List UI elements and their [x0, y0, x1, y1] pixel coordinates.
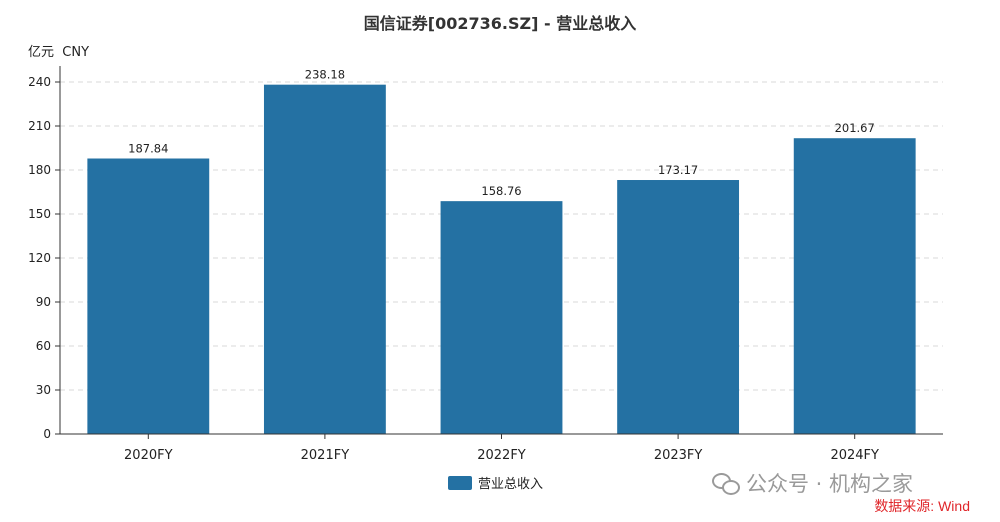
- bar: [440, 201, 563, 434]
- legend-swatch: [448, 476, 472, 490]
- legend: 营业总收入: [448, 476, 543, 492]
- x-tick-label: 2020FY: [124, 448, 173, 463]
- bar: [263, 84, 386, 434]
- data-label: 158.76: [481, 184, 521, 198]
- y-tick-label: 150: [28, 207, 51, 221]
- y-tick-label: 120: [28, 251, 51, 265]
- y-tick-label: 210: [28, 119, 51, 133]
- y-tick-label: 0: [43, 427, 51, 441]
- bar: [87, 158, 210, 434]
- bar: [617, 180, 740, 434]
- data-label: 201.67: [835, 121, 875, 135]
- bar-layer: [87, 84, 916, 434]
- x-tick-label: 2021FY: [301, 448, 350, 463]
- y-tick-label: 90: [36, 295, 51, 309]
- bar: [793, 138, 916, 434]
- data-label: 173.17: [658, 163, 698, 177]
- label-layer: 187.84 238.18 158.76 173.17 201.67: [128, 68, 875, 198]
- y-tick-label: 240: [28, 75, 51, 89]
- data-label: 238.18: [305, 68, 345, 82]
- y-tick-label: 180: [28, 163, 51, 177]
- watermark: 公众号 · 机构之家: [712, 468, 913, 498]
- data-label: 187.84: [128, 142, 168, 156]
- y-tick-label: 60: [36, 339, 51, 353]
- watermark-text: 公众号 · 机构之家: [746, 472, 914, 496]
- legend-label: 营业总收入: [478, 477, 543, 492]
- chart-title: 国信证券[002736.SZ] - 营业总收入: [364, 14, 636, 33]
- y-unit-label: 亿元 CNY: [28, 45, 89, 60]
- data-source: 数据来源: Wind: [874, 498, 970, 514]
- axis-layer: 0 30 60 90 120 150 180 210 240 2020FY 2021FY 2022FY…: [28, 66, 943, 463]
- y-tick-label: 30: [36, 383, 51, 397]
- x-tick-label: 2024FY: [830, 448, 879, 463]
- wechat-icon: [712, 471, 740, 495]
- x-tick-label: 2023FY: [654, 448, 703, 463]
- x-tick-label: 2022FY: [477, 448, 526, 463]
